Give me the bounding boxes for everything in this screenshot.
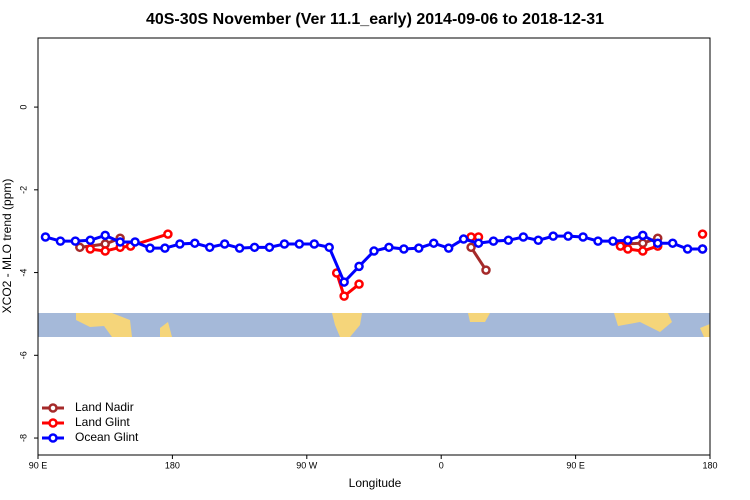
point [466, 242, 476, 253]
y-tick-label: -2 [18, 186, 28, 194]
point [563, 231, 573, 241]
point [309, 239, 320, 249]
point [204, 242, 215, 253]
point [548, 231, 558, 241]
point [40, 232, 51, 242]
point [130, 237, 140, 247]
point [100, 246, 110, 256]
x-tick-label: 180 [702, 460, 717, 470]
point [623, 235, 633, 246]
point [249, 242, 260, 253]
point [667, 238, 678, 248]
point [100, 230, 110, 241]
point [115, 237, 125, 247]
point [638, 238, 648, 248]
point [697, 229, 708, 239]
y-tick-label: -8 [18, 434, 28, 442]
point [85, 235, 96, 246]
point [279, 239, 290, 249]
point [354, 261, 364, 272]
point [75, 242, 85, 253]
point [682, 244, 693, 254]
legend-marker [48, 418, 58, 428]
point [623, 244, 633, 254]
point [264, 242, 275, 253]
point [473, 238, 484, 248]
point [458, 234, 469, 244]
x-tick-label: 90 W [296, 460, 318, 470]
point [652, 238, 663, 248]
point [443, 243, 454, 253]
point [369, 246, 379, 256]
point [578, 232, 588, 242]
legend-label: Land Nadir [75, 400, 134, 414]
point [160, 243, 170, 253]
point [294, 239, 305, 249]
legend-marker [48, 403, 58, 413]
x-tick-label: 90 E [29, 460, 48, 470]
x-tick-label: 180 [165, 460, 180, 470]
point [608, 236, 618, 246]
plot-frame [37, 37, 711, 456]
point [399, 244, 409, 254]
point [697, 244, 708, 254]
map-strip [38, 313, 710, 337]
point [70, 236, 81, 246]
legend-marker [48, 433, 58, 443]
point [638, 230, 648, 241]
x-tick-label: 90 E [566, 460, 585, 470]
x-axis-label: Longitude [349, 476, 402, 490]
point [55, 236, 66, 246]
point [533, 235, 544, 246]
point [85, 244, 96, 254]
point [481, 265, 491, 275]
point [384, 242, 394, 253]
point [145, 243, 155, 253]
point [615, 241, 626, 251]
point [428, 238, 439, 248]
legend-label: Land Glint [75, 415, 130, 429]
point [488, 236, 499, 246]
point [414, 243, 424, 253]
point [175, 239, 185, 249]
y-axis-label: XCO2 - MLO trend (ppm) [0, 179, 14, 314]
point [163, 229, 173, 239]
x-tick-label: 0 [439, 460, 444, 470]
chart-title: 40S-30S November (Ver 11.1_early) 2014-0… [146, 11, 604, 28]
point [234, 243, 245, 253]
y-tick-label: -6 [18, 351, 28, 359]
point [593, 236, 603, 246]
point [324, 242, 334, 253]
legend-label: Ocean Glint [75, 430, 139, 444]
point [190, 238, 200, 248]
point [339, 277, 349, 287]
point [219, 239, 230, 249]
point [503, 235, 514, 246]
point [339, 291, 349, 301]
point [354, 279, 364, 289]
point [638, 246, 648, 256]
point [518, 232, 529, 242]
y-tick-label: 0 [18, 105, 28, 110]
y-tick-label: -4 [18, 269, 28, 277]
